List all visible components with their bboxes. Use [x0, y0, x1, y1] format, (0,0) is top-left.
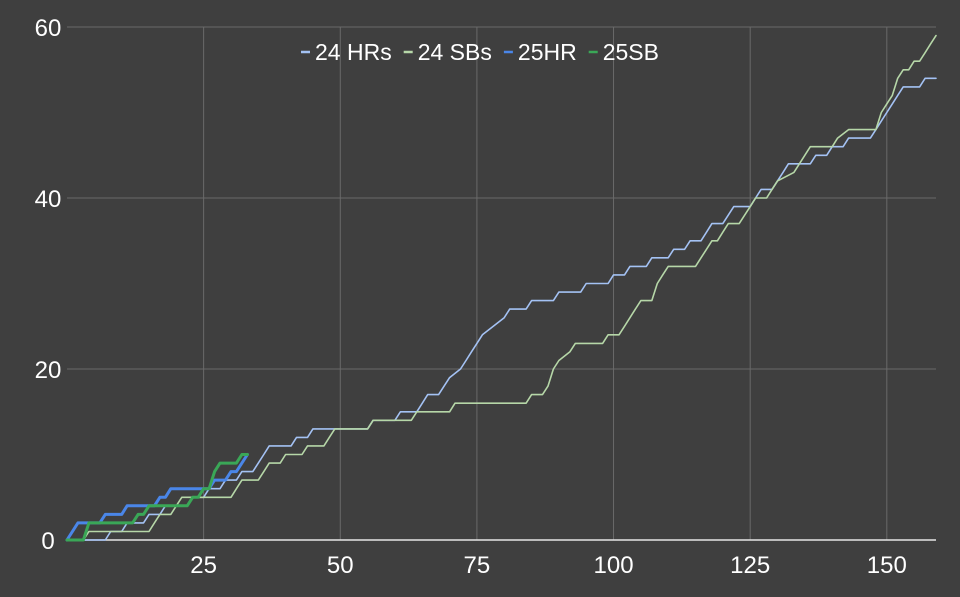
- legend-item-24-hrs: 24 HRs: [301, 39, 392, 65]
- y-tick-label-20: 20: [35, 357, 62, 384]
- series-line-24-hrs: [66, 77, 937, 541]
- legend-label: 25HR: [518, 39, 577, 65]
- series-line-25hr: [65, 453, 249, 542]
- x-tick-label-125: 125: [730, 552, 770, 579]
- x-tick-label-50: 50: [327, 552, 354, 579]
- legend-label: 24 HRs: [315, 39, 392, 65]
- series-line-24-sbs: [66, 34, 937, 541]
- legend-label: 25SB: [603, 39, 659, 65]
- legend: 24 HRs 24 SBs 25HR 25SB: [301, 39, 659, 65]
- x-tick-label-75: 75: [464, 552, 491, 579]
- legend-item-24-sbs: 24 SBs: [403, 39, 492, 65]
- series-lines: [65, 34, 937, 542]
- y-tick-label-0: 0: [41, 528, 54, 555]
- y-tick-label-60: 60: [35, 15, 62, 42]
- series-line-25sb: [65, 453, 249, 542]
- x-tick-label-25: 25: [190, 552, 217, 579]
- legend-item-25hr: 25HR: [503, 39, 577, 65]
- tick-labels: 0 20 40 60 25 50 75 100 125 150: [35, 15, 907, 579]
- grid: [67, 26, 936, 541]
- x-tick-label-100: 100: [594, 552, 634, 579]
- x-tick-label-150: 150: [867, 552, 907, 579]
- y-tick-label-40: 40: [35, 186, 62, 213]
- legend-label: 24 SBs: [418, 39, 492, 65]
- legend-item-25sb: 25SB: [588, 39, 659, 65]
